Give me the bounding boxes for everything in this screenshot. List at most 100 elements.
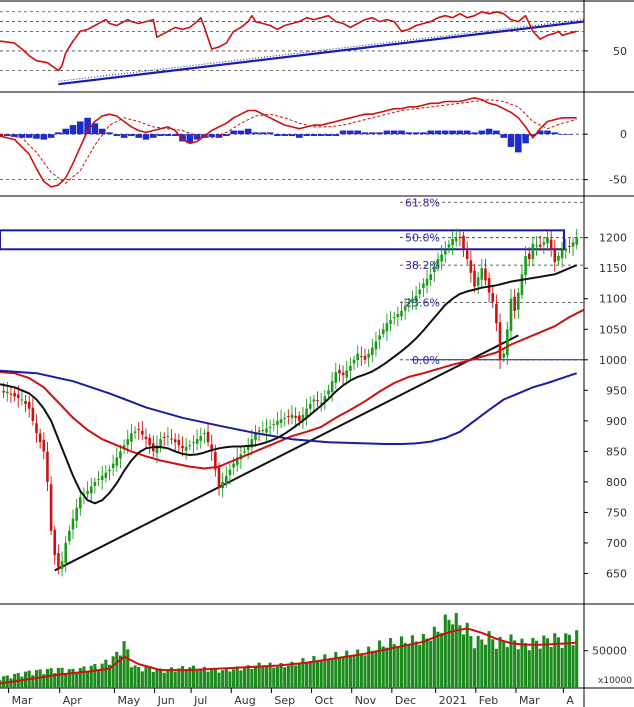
macd-histogram-bar	[237, 130, 245, 135]
candle-body	[155, 445, 159, 454]
volume-bar	[188, 667, 192, 688]
candle-body	[122, 445, 126, 450]
volume-bar	[64, 673, 68, 688]
volume-bar	[556, 637, 561, 688]
fibonacci-level-label: 61.8%	[405, 196, 440, 209]
candle-body	[349, 365, 352, 371]
candle-body	[173, 439, 177, 443]
candle-body	[31, 407, 35, 421]
volume-bar	[363, 655, 367, 688]
volume-bar	[148, 666, 152, 688]
macd-histogram-bar	[62, 128, 69, 135]
candle-body	[290, 414, 294, 419]
volume-bar	[75, 673, 79, 688]
macd-histogram-bar	[0, 134, 4, 136]
volume-bar	[356, 649, 360, 688]
candle-body	[38, 433, 42, 443]
volume-bar	[53, 673, 57, 688]
volume-bar	[34, 670, 39, 688]
volume-bar	[294, 665, 298, 688]
candle-body	[166, 436, 170, 438]
candle-body	[265, 428, 268, 433]
candle-body	[491, 293, 495, 302]
macd-signal-line	[0, 99, 577, 184]
candle-body	[425, 278, 429, 286]
macd-histogram-bar	[47, 134, 55, 138]
volume-bar	[374, 650, 378, 688]
candle-body	[440, 254, 443, 262]
candle-body	[414, 295, 418, 301]
candle-body	[97, 478, 100, 480]
volume-bar	[122, 641, 126, 688]
candle-body	[502, 353, 505, 358]
volume-bar	[527, 650, 531, 688]
macd-histogram-bar	[186, 134, 194, 144]
volume-bar	[60, 667, 64, 688]
candle-body	[276, 420, 279, 425]
candle-body	[2, 390, 5, 393]
volume-bar	[199, 668, 203, 688]
volume-bar	[162, 672, 166, 688]
volume-bar	[264, 665, 269, 688]
volume-bar	[418, 644, 422, 688]
price-tick-label: 1000	[599, 354, 627, 367]
candle-body	[360, 356, 363, 358]
macd-tick-label: -50	[609, 174, 627, 187]
volume-bar	[545, 638, 550, 688]
volume-bar	[305, 662, 309, 688]
rsi-tick-label: 50	[613, 45, 627, 58]
macd-histogram-bar	[33, 134, 40, 139]
volume-bar	[447, 619, 451, 688]
x-tick-label: Mar	[12, 694, 33, 707]
volume-bar	[567, 634, 571, 688]
volume-bar	[137, 667, 141, 688]
volume-bar	[115, 651, 119, 688]
volume-bar	[155, 669, 159, 688]
price-tick-label: 700	[606, 537, 627, 550]
candle-body	[144, 436, 148, 440]
candle-body	[469, 260, 473, 273]
candle-body	[356, 353, 359, 361]
macd-histogram-bar	[91, 123, 99, 135]
macd-histogram-bar	[405, 132, 413, 135]
volume-bar	[432, 626, 436, 688]
macd-histogram-bar	[150, 134, 157, 138]
volume-bar	[111, 656, 115, 688]
candle-body	[458, 236, 462, 238]
candle-body	[35, 423, 38, 434]
candle-body	[27, 401, 31, 409]
macd-histogram-bar	[529, 134, 537, 136]
candle-body	[495, 304, 498, 324]
candle-body	[564, 248, 568, 251]
volume-bar	[49, 668, 53, 688]
x-tick-label: Apr	[63, 694, 83, 707]
fibonacci-level-label: 0.0%	[412, 354, 440, 367]
volume-bar	[96, 669, 101, 688]
volume-bar	[370, 650, 374, 688]
volume-bar	[524, 643, 528, 688]
volume-bar	[86, 671, 90, 688]
candle-body	[246, 445, 250, 450]
x-tick-label: Feb	[479, 694, 498, 707]
price-tick-label: 650	[606, 567, 627, 580]
volume-bar	[82, 666, 86, 688]
volume-bar	[359, 654, 363, 688]
volume-bar	[429, 640, 433, 688]
macd-histogram-bar	[215, 134, 223, 138]
volume-bar	[283, 667, 287, 688]
candle-body	[323, 396, 327, 402]
x-tick-label: May	[117, 694, 140, 707]
volume-bar	[498, 636, 502, 688]
volume-bar	[513, 640, 517, 688]
candle-body	[330, 381, 334, 393]
macd-histogram-bar	[332, 134, 340, 136]
volume-bar	[326, 659, 331, 688]
candle-body	[250, 439, 254, 448]
candle-body	[294, 415, 297, 418]
volume-bar	[458, 625, 462, 688]
candle-body	[181, 445, 184, 449]
candle-body	[517, 292, 520, 310]
resistance-box	[0, 229, 565, 251]
candle-body	[162, 436, 166, 438]
candle-body	[53, 529, 57, 556]
